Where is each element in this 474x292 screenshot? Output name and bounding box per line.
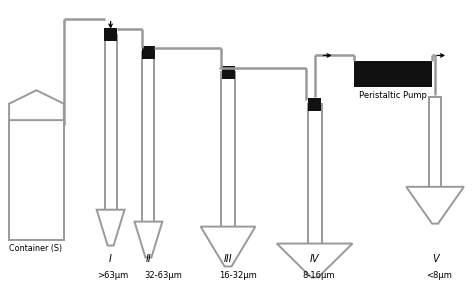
Text: IV: IV [310, 254, 319, 265]
Bar [221, 72, 235, 227]
Polygon shape [135, 222, 163, 258]
Text: Container (S): Container (S) [9, 244, 62, 253]
Bar [308, 104, 321, 244]
Text: 32-63μm: 32-63μm [145, 271, 182, 280]
Bar [429, 97, 441, 187]
Text: III: III [224, 254, 232, 265]
Polygon shape [9, 90, 64, 120]
Bar [355, 61, 432, 87]
Polygon shape [277, 244, 353, 277]
Text: <8μm: <8μm [426, 271, 452, 280]
Text: II: II [146, 254, 151, 265]
Text: >63μm: >63μm [97, 271, 128, 280]
Bar [104, 28, 117, 41]
Bar [143, 53, 155, 222]
Text: 8-16μm: 8-16μm [303, 271, 335, 280]
Polygon shape [406, 187, 464, 224]
Bar [308, 98, 321, 111]
Polygon shape [97, 210, 125, 246]
Text: 16-32μm: 16-32μm [219, 271, 257, 280]
Polygon shape [201, 227, 255, 266]
Text: V: V [432, 254, 438, 265]
Bar [105, 34, 117, 210]
Bar [9, 120, 64, 239]
Text: I: I [109, 254, 112, 265]
Text: Peristaltic Pump: Peristaltic Pump [359, 91, 427, 100]
Bar [221, 66, 235, 79]
Bar [142, 46, 155, 59]
